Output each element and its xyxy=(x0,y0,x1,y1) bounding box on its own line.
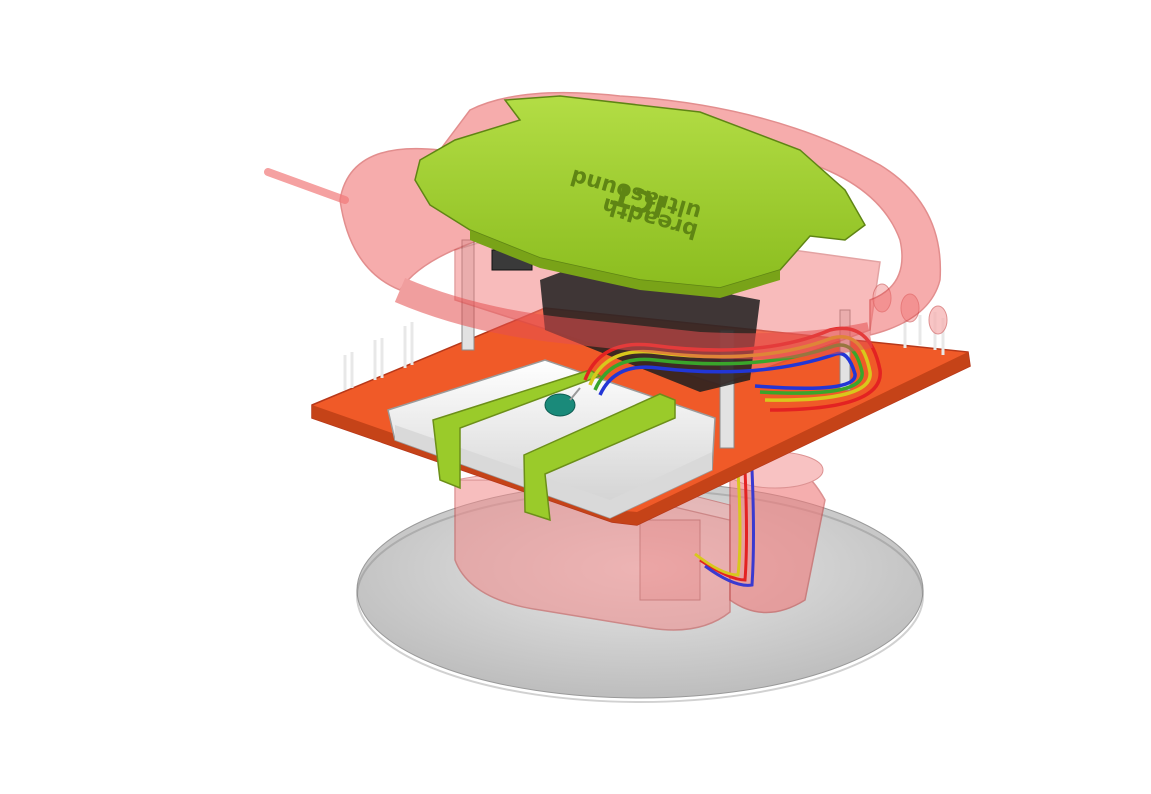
lower-housing xyxy=(454,461,731,631)
cylinder-wires xyxy=(694,469,755,587)
header-pins-left xyxy=(343,322,414,390)
capacitor xyxy=(544,387,581,417)
lid-plate: ultrasound ICT breadth xyxy=(414,95,866,298)
battery-pack xyxy=(387,359,716,519)
rod xyxy=(264,168,349,204)
